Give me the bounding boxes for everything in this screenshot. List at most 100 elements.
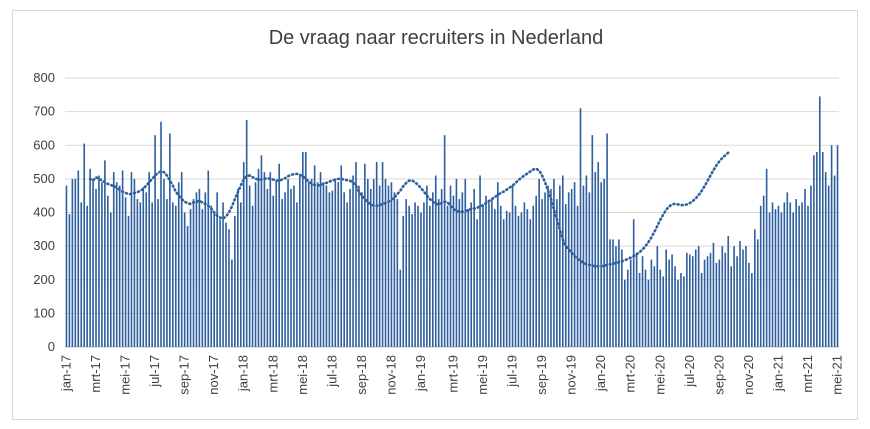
bar <box>514 205 517 347</box>
bar <box>245 120 248 347</box>
bar <box>237 188 239 347</box>
bar <box>579 108 582 347</box>
bar <box>74 178 77 348</box>
bar <box>183 212 186 347</box>
bar <box>302 151 304 347</box>
bar <box>813 155 815 347</box>
bar <box>201 209 204 347</box>
bar <box>479 175 481 347</box>
bar <box>124 197 127 347</box>
bar <box>307 182 310 347</box>
bar <box>606 133 608 347</box>
bar <box>733 246 735 348</box>
bar <box>369 188 372 347</box>
bar <box>612 239 614 347</box>
bar <box>830 145 833 347</box>
y-tick-label: 400 <box>33 205 55 220</box>
bar <box>121 170 124 347</box>
x-tick-label: sep-17 <box>177 355 192 395</box>
bar <box>730 266 732 347</box>
bar <box>541 199 543 347</box>
bar <box>827 185 830 347</box>
bar <box>180 172 183 347</box>
bar <box>352 175 354 347</box>
bar <box>473 188 475 347</box>
bar <box>440 188 443 347</box>
bar <box>148 172 150 347</box>
bar <box>689 254 691 347</box>
x-tick-label: mei-17 <box>118 355 133 395</box>
bar <box>683 276 685 347</box>
bar <box>80 202 83 347</box>
bar <box>561 175 564 347</box>
bar <box>313 165 316 347</box>
bar <box>491 199 493 347</box>
bar <box>310 178 313 348</box>
bar <box>361 192 363 347</box>
bar <box>691 256 694 347</box>
bar <box>242 162 245 347</box>
bar <box>739 241 741 347</box>
bar <box>331 190 334 347</box>
bar <box>319 172 322 347</box>
bar <box>712 242 715 347</box>
bar <box>349 188 351 347</box>
bar <box>706 256 709 347</box>
bar <box>231 259 233 347</box>
bar <box>411 214 413 347</box>
bar <box>405 199 408 347</box>
bar <box>470 202 473 347</box>
bar <box>576 205 579 347</box>
x-tick-label: nov-17 <box>206 355 221 395</box>
bar <box>715 262 718 347</box>
bar <box>559 185 561 347</box>
bar <box>322 182 325 347</box>
bar <box>508 212 511 347</box>
bar <box>364 163 366 347</box>
bar <box>328 192 331 347</box>
bar <box>668 259 670 347</box>
bar <box>721 246 724 348</box>
bar <box>597 162 600 347</box>
y-tick-label: 500 <box>33 171 55 186</box>
bar <box>434 175 437 347</box>
bar <box>304 151 307 347</box>
chart-title: De vraag naar recruiters in Nederland <box>268 27 604 49</box>
bar <box>570 188 573 347</box>
bar <box>609 239 611 347</box>
bar <box>674 266 676 347</box>
bar <box>414 202 416 347</box>
x-tick-label: nov-19 <box>564 355 579 395</box>
x-tick-label: mei-20 <box>652 355 667 395</box>
bar <box>423 202 425 347</box>
bar <box>343 192 345 347</box>
bar <box>618 239 620 347</box>
bar <box>529 219 532 347</box>
bar <box>390 182 393 347</box>
bar <box>204 192 207 347</box>
bar <box>638 273 641 347</box>
bar <box>437 199 440 347</box>
bar <box>496 182 499 347</box>
bar <box>89 168 91 347</box>
x-tick-label: mrt-20 <box>623 355 638 393</box>
bar <box>198 188 201 347</box>
bar <box>736 256 738 347</box>
bar <box>603 178 605 348</box>
bar <box>228 229 230 347</box>
bar <box>659 269 662 347</box>
bar <box>272 195 275 347</box>
bar <box>95 188 97 347</box>
bar <box>269 172 272 347</box>
bar <box>836 145 839 347</box>
bar <box>86 205 88 347</box>
bar <box>573 182 576 347</box>
bar <box>709 252 712 347</box>
bar <box>789 202 792 347</box>
bar <box>632 219 635 347</box>
x-tick-label: sep-18 <box>354 355 369 395</box>
bar <box>177 182 180 347</box>
bar <box>759 205 762 347</box>
bar <box>700 273 703 347</box>
bar <box>234 215 236 347</box>
